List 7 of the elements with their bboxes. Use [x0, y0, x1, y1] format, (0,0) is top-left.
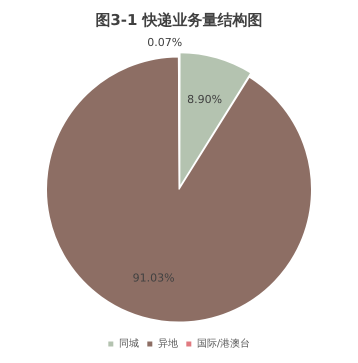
- data-label: 91.03%: [132, 272, 175, 285]
- legend-label: 国际/港澳台: [196, 338, 250, 350]
- legend-label: 同城: [118, 338, 139, 350]
- chart-title: 图3-1 快递业务量结构图: [95, 10, 263, 29]
- data-label: 8.90%: [187, 93, 222, 106]
- data-label: 0.07%: [147, 36, 182, 49]
- legend-label: 异地: [158, 338, 178, 350]
